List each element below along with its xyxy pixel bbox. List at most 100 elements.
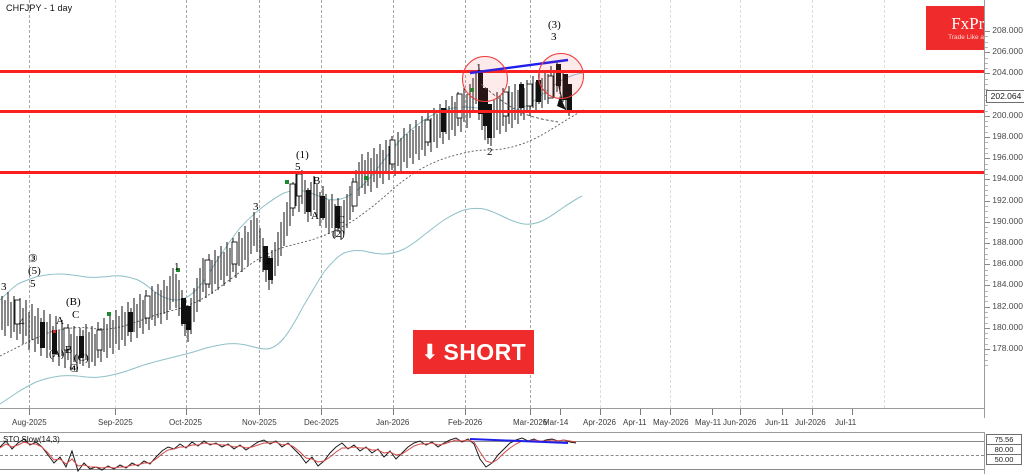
wave-label: ④ [69, 363, 79, 375]
price-tick-mark [985, 200, 990, 202]
price-tick-label: 200.000 [992, 109, 1023, 120]
date-tick-mark [600, 409, 601, 415]
price-minor-tick [985, 274, 988, 276]
wave-label: B [65, 344, 73, 356]
wave-label: 5 [295, 161, 301, 173]
price-minor-tick [985, 84, 988, 85]
price-minor-tick [985, 269, 988, 271]
gridline-vertical [259, 0, 260, 408]
price-tick-mark [985, 115, 990, 117]
date-tick-label: Apr-2026 [583, 418, 616, 427]
wave-label: B [313, 175, 321, 187]
wave-label: 3 [253, 201, 259, 213]
indicator-level-middle-tag: 50.00 [986, 454, 1022, 465]
price-tick-label: 208.000 [992, 25, 1023, 35]
date-tick-mark [186, 409, 187, 415]
gridline-vertical [670, 0, 671, 408]
date-tick-mark [393, 409, 394, 415]
wave-label: 4 [19, 316, 25, 328]
price-minor-tick [985, 216, 988, 218]
date-tick-label: May-2026 [653, 418, 689, 427]
price-minor-tick [985, 317, 988, 319]
price-minor-tick [985, 168, 988, 170]
down-arrow-icon: ⬇ [420, 340, 439, 364]
date-tick-label: Mar-14 [543, 418, 569, 427]
price-tick-label: 190.000 [992, 215, 1023, 226]
stochastic-series [0, 437, 577, 473]
price-minor-tick [985, 301, 988, 303]
date-tick-label: Dec-2025 [304, 418, 339, 427]
price-minor-tick [985, 105, 988, 107]
price-axis[interactable]: 208.000206.000204.000202.000200.000198.0… [984, 0, 1024, 418]
price-minor-tick [985, 41, 988, 43]
short-banner-label: SHORT [443, 338, 527, 365]
chart-title: CHFJPY - 1 day [6, 3, 73, 13]
wave-label: 2 [487, 146, 493, 158]
price-tick-label: 188.000 [992, 237, 1023, 247]
date-axis[interactable]: Aug-2025 Sep-2025 Oct-2025 Nov-2025 Dec-2025… [0, 408, 984, 434]
date-tick-mark [29, 409, 30, 415]
price-minor-tick [985, 280, 988, 282]
price-tick-label: 178.000 [992, 343, 1023, 353]
date-tick-label: Feb-2026 [448, 418, 483, 427]
date-tick-label: Sep-2025 [98, 418, 133, 427]
wave-label: 2 [186, 320, 192, 332]
stochastic-plot[interactable]: STO Slow(14,3) [0, 432, 984, 475]
gridline-vertical [740, 0, 741, 408]
price-tick-label: 184.000 [992, 279, 1023, 290]
gridline-vertical [465, 0, 466, 408]
gridline-vertical [600, 0, 601, 408]
price-plot-area[interactable]: ③ (5) 5 3 4 (B) A C B (A) (C) ④ 1 2 3 4 5 (1) B A C (2) 1 2 (3) 3… [0, 0, 984, 408]
peak-circle-2 [538, 53, 584, 99]
price-minor-tick [985, 121, 988, 123]
price-tick-mark [985, 73, 990, 75]
resistance-line-196 [0, 171, 984, 174]
date-tick-label: Oct-2025 [169, 418, 202, 427]
date-tick-mark [670, 409, 671, 415]
wave-label: (A) [49, 348, 65, 360]
price-minor-tick [985, 68, 988, 70]
price-tick-mark [985, 221, 990, 223]
price-minor-tick [985, 359, 988, 361]
current-price-tag: 202.064 [986, 90, 1024, 104]
level-line-80 [0, 441, 984, 442]
price-tick-mark [985, 306, 990, 308]
price-tick-label: 192.000 [992, 194, 1023, 205]
short-signal-banner[interactable]: ⬇ SHORT [413, 330, 534, 374]
date-tick-mark [812, 409, 813, 415]
price-tick-mark [985, 264, 990, 266]
price-tick-mark [985, 243, 990, 244]
wave-label: 3 [551, 31, 557, 43]
price-tick-mark [985, 137, 990, 138]
price-minor-tick [985, 126, 988, 128]
price-minor-tick [985, 290, 988, 292]
wave-label: 1 [476, 62, 482, 74]
price-minor-tick [985, 253, 988, 255]
wave-label: 5 [30, 278, 36, 290]
wave-label: (2) [332, 228, 345, 240]
price-minor-tick [985, 174, 988, 176]
level-line-20 [0, 469, 984, 470]
price-tick-label: 206.000 [992, 46, 1023, 57]
gridline-vertical [186, 0, 187, 408]
date-tick-mark [530, 409, 531, 415]
gridline-vertical [29, 0, 30, 408]
wave-label: C [337, 214, 345, 226]
indicator-axis[interactable]: 75.56 80.00 50.00 [984, 432, 1024, 474]
date-tick-mark [712, 409, 713, 415]
wave-label: (C) [74, 352, 89, 364]
date-tick-mark [852, 409, 853, 415]
price-tick-label: 186.000 [992, 258, 1023, 269]
date-tick-label: Mar-2026 [513, 418, 548, 427]
price-minor-tick [985, 46, 988, 48]
price-minor-tick [985, 89, 988, 91]
level-line-50 [0, 455, 984, 456]
wave-label: C [72, 309, 80, 321]
price-minor-tick [985, 110, 988, 112]
price-tick-mark [985, 285, 990, 287]
date-tick-mark [740, 409, 741, 415]
date-tick-mark [560, 409, 561, 415]
price-minor-tick [985, 237, 988, 239]
wave-label: (B) [66, 296, 81, 308]
date-tick-label: Jun-2026 [723, 418, 757, 427]
